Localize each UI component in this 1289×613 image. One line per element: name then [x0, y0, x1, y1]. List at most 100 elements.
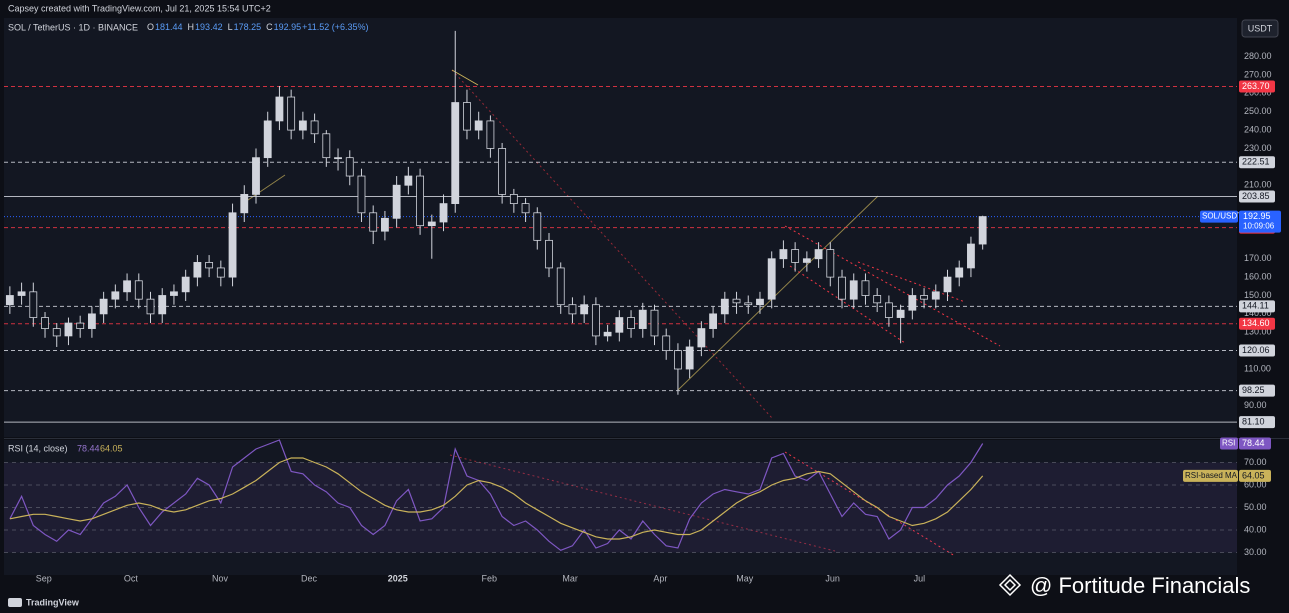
trend-line — [677, 195, 879, 391]
level-badge — [1239, 80, 1275, 93]
level-label: 120.06 — [1242, 345, 1270, 355]
level-badge — [1239, 344, 1275, 357]
candle-body — [861, 280, 870, 296]
candle-body — [64, 322, 73, 337]
candle-body — [720, 298, 729, 315]
candle-body — [322, 133, 331, 159]
candle-body — [603, 331, 612, 337]
candle-body — [41, 317, 49, 329]
candle-body — [568, 304, 577, 315]
candle-body — [556, 267, 565, 306]
candle-body — [451, 102, 460, 205]
candle-body — [486, 120, 495, 149]
countdown: 10:09:06 — [1243, 222, 1275, 231]
level-badge — [1239, 156, 1275, 169]
candle-body — [381, 217, 389, 232]
candle-body — [838, 276, 846, 300]
candle-body — [146, 298, 155, 315]
ma-name: RSI-based MA — [1185, 471, 1238, 480]
candle-body — [849, 280, 858, 300]
candle-body — [896, 309, 905, 318]
y-tick-label: 260.00 — [1244, 88, 1272, 98]
candle-body — [357, 175, 366, 214]
candle-body — [193, 262, 202, 278]
watermark-logo — [998, 573, 1022, 597]
candle-body — [263, 120, 272, 159]
level-label: 144.11 — [1242, 301, 1269, 311]
candle-body — [955, 267, 964, 278]
candle-body — [732, 298, 741, 304]
trend-line — [784, 451, 956, 557]
level-label: 134.60 — [1242, 318, 1270, 328]
trend-line — [789, 265, 906, 344]
currency-button[interactable] — [1241, 19, 1279, 38]
level-badge — [1239, 317, 1275, 330]
ma-badge-value: 64.05 — [1242, 470, 1265, 480]
candle-body — [345, 157, 354, 177]
y-tick-label: 110.00 — [1244, 363, 1271, 373]
candle-body — [943, 276, 952, 293]
candle-body — [474, 120, 483, 131]
candle-body — [826, 249, 835, 278]
current-price: 192.95 — [1243, 211, 1271, 221]
candle-body — [802, 258, 811, 263]
candle-body — [228, 212, 237, 278]
candle-body — [662, 335, 671, 352]
y-tick-label: 130.00 — [1244, 327, 1272, 337]
level-badge — [1239, 300, 1275, 313]
candle-body — [591, 304, 600, 337]
candle-body — [498, 148, 507, 195]
candle-body — [685, 346, 694, 370]
level-label: 263.70 — [1242, 81, 1270, 91]
candle-body — [814, 249, 823, 260]
y-tick-label: 40.00 — [1244, 524, 1267, 534]
y-tick-label: 170.00 — [1244, 253, 1272, 263]
rsi-legend-value: 78.44 — [77, 443, 100, 453]
candle-body — [181, 276, 190, 293]
currency[interactable]: USDT — [1248, 23, 1273, 33]
candle-body — [29, 291, 38, 318]
legend-value: H — [188, 22, 195, 32]
ma-name-badge — [1183, 469, 1238, 482]
candle-body — [287, 96, 296, 131]
y-tick-label: 280.00 — [1244, 51, 1272, 61]
candle-body — [978, 216, 987, 245]
level-label: 98.25 — [1242, 385, 1265, 395]
watermark: @ Fortitude Financials — [1030, 573, 1250, 598]
trend-line — [451, 69, 479, 86]
candle-body — [791, 249, 800, 263]
tv-logo — [8, 598, 22, 607]
x-tick-label: Nov — [212, 573, 229, 583]
x-tick-label: Mar — [562, 573, 578, 583]
candle-body — [334, 157, 342, 160]
candle-body — [76, 322, 85, 329]
x-tick-label: Jun — [825, 573, 840, 583]
current-name-badge — [1200, 210, 1238, 223]
x-tick-label: May — [736, 573, 754, 583]
y-tick-label: 230.00 — [1244, 143, 1272, 153]
x-tick-label: 2025 — [388, 573, 408, 583]
candle-body — [533, 212, 542, 241]
legend-value: 178.25 — [234, 22, 262, 32]
y-tick-label: 160.00 — [1244, 271, 1272, 281]
candle-body — [638, 309, 647, 329]
candle-body — [427, 221, 436, 227]
candle-body — [298, 120, 307, 131]
candle-body — [205, 262, 214, 269]
legend-value: +11.52 (+6.35%) — [302, 22, 368, 32]
ma-legend-value: 64.05 — [100, 443, 123, 453]
rsi-name: RSI — [1222, 439, 1235, 448]
y-tick-label: 240.00 — [1244, 124, 1272, 134]
trend-line — [449, 454, 836, 552]
legend-value: 181.44 — [155, 22, 183, 32]
candle-body — [392, 184, 401, 219]
legend-value: L — [228, 22, 233, 32]
symbol-title: SOL / TetherUS · 1D · BINANCE — [8, 22, 138, 32]
x-tick-label: Jul — [914, 573, 926, 583]
level-badge — [1239, 384, 1275, 397]
candle-body — [170, 291, 178, 296]
y-tick-label: 70.00 — [1244, 457, 1267, 467]
y-tick-label: 210.00 — [1244, 180, 1272, 190]
